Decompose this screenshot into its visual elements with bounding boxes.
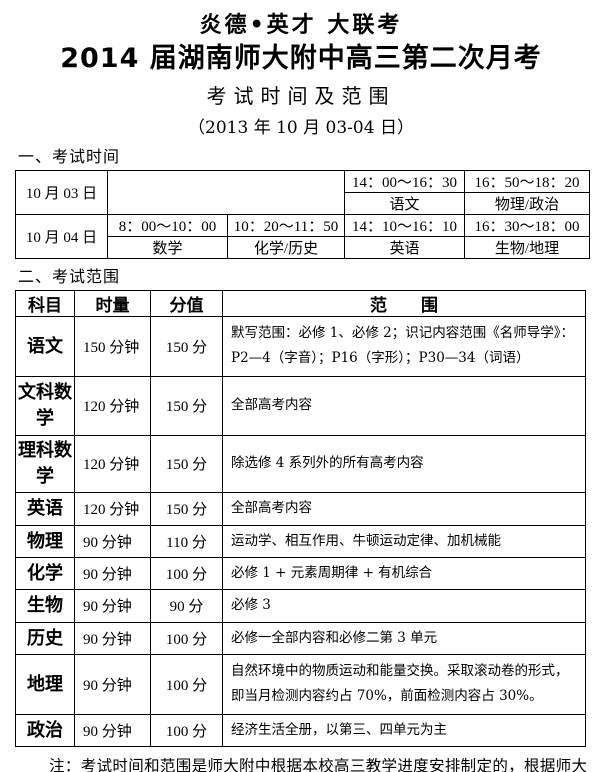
duration-value: 120 分钟 xyxy=(74,375,151,436)
scope-header-row: 科目 时量 分值 范 围 xyxy=(15,289,586,317)
duration-value: 90 分钟 xyxy=(74,588,151,623)
duration-value: 120 分钟 xyxy=(74,434,151,493)
section-heading-times: 一、考试时间 xyxy=(18,146,121,166)
times-row-day2-times: 10 月 04 日 8：00～10：00 10：20～11：50 14：10～1… xyxy=(15,213,590,259)
duration-value: 90 分钟 xyxy=(74,621,151,655)
scope-row-geography: 地理 90 分钟 100 分 自然环境中的物质运动和能量交换。采取滚动卷的形式，… xyxy=(15,653,586,715)
subject-name: 物理 xyxy=(15,524,75,558)
subject-name: 生物 xyxy=(15,588,75,623)
duration-value: 90 分钟 xyxy=(74,653,151,715)
col-header-score: 分值 xyxy=(150,289,223,317)
date-cell-day1: 10 月 03 日 xyxy=(15,169,108,215)
subject-name: 地理 xyxy=(15,653,75,715)
range-text: 全部高考内容 xyxy=(222,375,586,436)
scope-row-biology: 生物 90 分钟 90 分 必修 3 xyxy=(15,588,586,623)
scope-row-history: 历史 90 分钟 100 分 必修一全部内容和必修二第 3 单元 xyxy=(15,621,586,655)
exam-date-range: （2013 年 10 月 03-04 日） xyxy=(188,117,414,138)
subject-name: 语文 xyxy=(15,315,75,377)
range-text: 除选修 4 系列外的所有高考内容 xyxy=(222,434,586,493)
score-value: 150 分 xyxy=(150,434,223,493)
range-text: 默写范围：必修 1、必修 2；识记内容范围《名师导学》：P2—4（字音）；P16… xyxy=(222,315,586,377)
scope-row-math-arts: 文科数学 120 分钟 150 分 全部高考内容 xyxy=(15,375,586,436)
score-value: 90 分 xyxy=(150,588,223,623)
score-value: 100 分 xyxy=(150,713,223,747)
exam-main-title: 2014 届湖南师大附中高三第二次月考 xyxy=(60,42,542,74)
footnote-text: 注：考试时间和范围是师大附中根据本校高三教学进度安排制定的，根据师大附中高三的教… xyxy=(49,756,587,772)
time-slot: 14：00～16：30 xyxy=(344,169,465,193)
range-text: 必修一全部内容和必修二第 3 单元 xyxy=(222,621,586,655)
time-slot: 16：50～18：20 xyxy=(464,169,590,193)
subject-cell: 物理/政治 xyxy=(464,191,590,215)
score-value: 100 分 xyxy=(150,653,223,715)
score-value: 150 分 xyxy=(150,375,223,436)
subject-name: 文科数学 xyxy=(15,375,75,436)
times-row-day1-times: 10 月 03 日 14：00～16：30 16：50～18：20 xyxy=(15,169,590,215)
date-cell-day2: 10 月 04 日 xyxy=(15,213,108,259)
score-value: 110 分 xyxy=(150,524,223,558)
range-text: 自然环境中的物质运动和能量交换。采取滚动卷的形式，即当月检测内容约占 70%，前… xyxy=(222,653,586,715)
range-text: 全部高考内容 xyxy=(222,491,586,526)
col-header-subject: 科目 xyxy=(15,289,75,317)
subject-cell: 英语 xyxy=(344,235,465,259)
subject-name: 英语 xyxy=(15,491,75,526)
exam-times-table: 10 月 03 日 14：00～16：30 16：50～18：20 语文 物理/… xyxy=(15,169,590,259)
scope-row-physics: 物理 90 分钟 110 分 运动学、相互作用、牛顿运动定律、加机械能 xyxy=(15,524,586,558)
range-text: 运动学、相互作用、牛顿运动定律、加机械能 xyxy=(222,524,586,558)
scope-row-chemistry: 化学 90 分钟 100 分 必修 1 + 元素周期律 + 有机综合 xyxy=(15,556,586,590)
score-value: 150 分 xyxy=(150,315,223,377)
scope-row-politics: 政治 90 分钟 100 分 经济生活全册，以第三、四单元为主 xyxy=(15,713,586,747)
subject-name: 政治 xyxy=(15,713,75,747)
subject-name: 历史 xyxy=(15,621,75,655)
section-heading-scope: 二、考试范围 xyxy=(18,266,121,286)
time-slot: 16：30～18：00 xyxy=(464,213,590,237)
scope-row-chinese: 语文 150 分钟 150 分 默写范围：必修 1、必修 2；识记内容范围《名师… xyxy=(15,315,586,377)
range-text: 必修 3 xyxy=(222,588,586,623)
range-text: 必修 1 + 元素周期律 + 有机综合 xyxy=(222,556,586,590)
subject-name: 理科数学 xyxy=(15,434,75,493)
time-slot: 8：00～10：00 xyxy=(107,213,228,237)
subject-name: 化学 xyxy=(15,556,75,590)
scope-row-math-science: 理科数学 120 分钟 150 分 除选修 4 系列外的所有高考内容 xyxy=(15,434,586,493)
empty-merged-cell xyxy=(107,169,345,215)
duration-value: 90 分钟 xyxy=(74,524,151,558)
scope-row-english: 英语 120 分钟 150 分 全部高考内容 xyxy=(15,491,586,526)
score-value: 100 分 xyxy=(150,621,223,655)
score-value: 100 分 xyxy=(150,556,223,590)
col-header-duration: 时量 xyxy=(74,289,151,317)
time-slot: 14：10～16：10 xyxy=(344,213,465,237)
times-row-day2-subjects: 数学 化学/历史 英语 生物/地理 xyxy=(16,235,590,259)
col-header-range: 范 围 xyxy=(222,289,586,317)
duration-value: 90 分钟 xyxy=(74,713,151,747)
subject-cell: 化学/历史 xyxy=(227,235,345,259)
subject-cell: 数学 xyxy=(107,235,228,259)
time-slot: 10：20～11：50 xyxy=(227,213,345,237)
exam-subtitle: 考试时间及范围 xyxy=(206,83,396,108)
duration-value: 150 分钟 xyxy=(74,315,151,377)
subject-cell: 语文 xyxy=(344,191,465,215)
subject-cell: 生物/地理 xyxy=(464,235,590,259)
score-value: 150 分 xyxy=(150,491,223,526)
duration-value: 120 分钟 xyxy=(74,491,151,526)
exam-scope-table: 科目 时量 分值 范 围 语文 150 分钟 150 分 默写范围：必修 1、必… xyxy=(15,289,586,747)
range-text: 经济生活全册，以第三、四单元为主 xyxy=(222,713,586,747)
duration-value: 90 分钟 xyxy=(74,556,151,590)
brand-title: 炎德•英才 大联考 xyxy=(199,12,403,38)
